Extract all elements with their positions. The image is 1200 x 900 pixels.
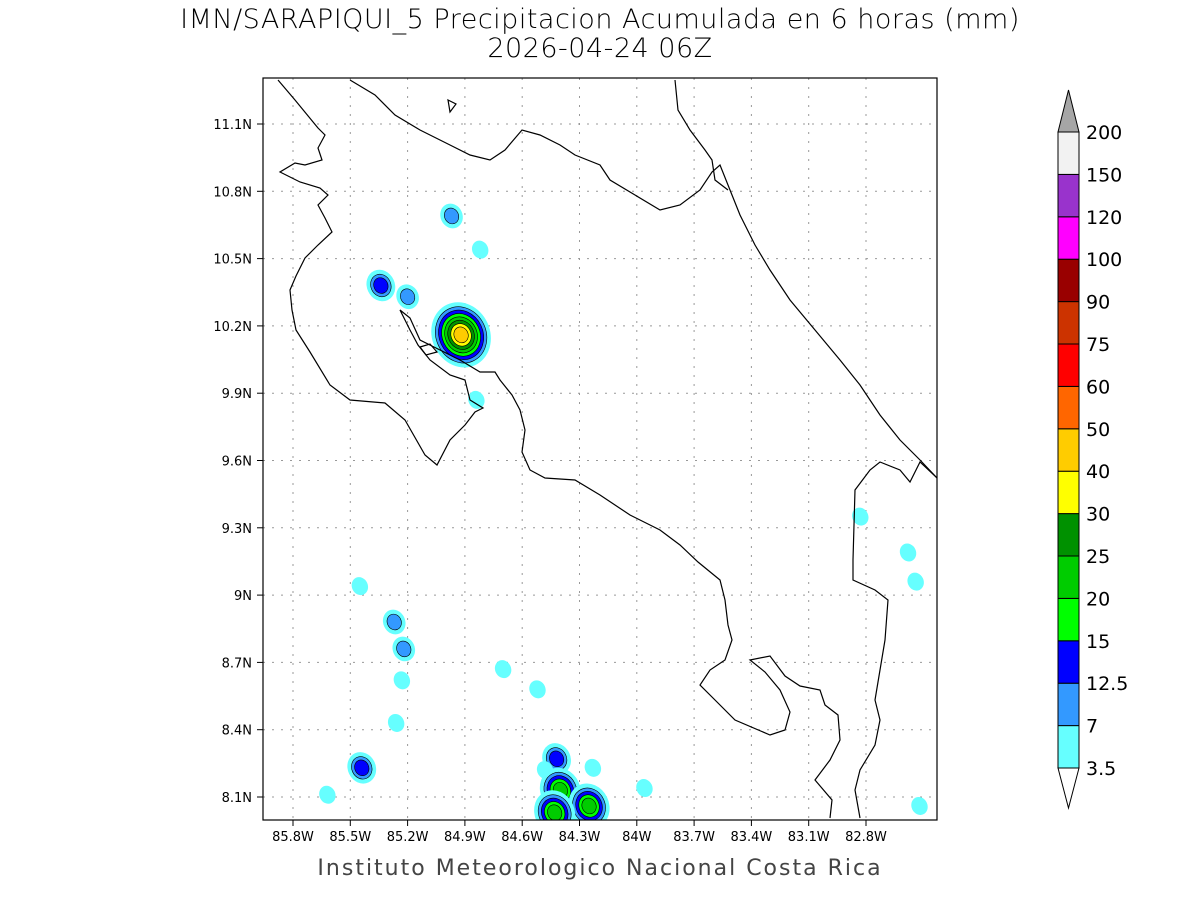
lat-tick-label: 9.6N — [222, 455, 252, 470]
colorbar-label: 75 — [1086, 334, 1110, 356]
lon-tick-label: 85.8W — [272, 830, 314, 845]
precip-contour — [354, 759, 370, 777]
precip-contour — [319, 785, 336, 804]
colorbar-label: 12.5 — [1086, 673, 1128, 695]
colorbar-swatch — [1057, 258, 1080, 303]
lat-tick-label: 10.8N — [213, 185, 252, 200]
lon-tick-label: 84.9W — [444, 830, 486, 845]
colorbar-swatch — [1057, 173, 1080, 218]
island-nicoya — [419, 343, 439, 356]
lon-tick-label: 83.4W — [730, 830, 772, 845]
colorbar-swatch — [1057, 513, 1080, 557]
coastlines — [277, 79, 937, 819]
precip-contour — [393, 671, 411, 690]
precip-contour — [584, 758, 602, 777]
precip-contour — [494, 660, 512, 679]
precip-contour — [636, 779, 653, 798]
colorbar-label: 40 — [1086, 461, 1110, 483]
colorbar-label: 120 — [1086, 207, 1122, 229]
lon-tick-label: 85.5W — [329, 830, 371, 845]
colorbar-swatch — [1057, 428, 1080, 472]
colorbar-swatch — [1057, 301, 1080, 345]
colorbar-label: 15 — [1086, 631, 1110, 653]
lat-tick-label: 9N — [234, 589, 252, 604]
lat-tick-label: 8.1N — [222, 791, 252, 806]
colorbar-swatch — [1057, 216, 1080, 260]
lat-tick-label: 8.7N — [222, 656, 252, 671]
precip-contour — [351, 577, 369, 596]
lat-tick-label: 11.1N — [213, 118, 252, 133]
lon-tick-label: 84.6W — [501, 830, 543, 845]
figure-date: 2026-04-24 06Z — [487, 33, 713, 64]
precip-contour — [581, 797, 597, 815]
island — [447, 98, 457, 114]
colorbar-swatch — [1057, 343, 1080, 387]
precip-contour — [386, 613, 402, 631]
colorbar-under-triangle — [1057, 767, 1080, 810]
precip-contour — [444, 207, 460, 225]
colorbar-label: 30 — [1086, 504, 1110, 526]
lat-tick-label: 9.9N — [222, 387, 252, 402]
grid-lines — [263, 78, 937, 820]
colorbar-label: 150 — [1086, 164, 1122, 186]
colorbar-label: 25 — [1086, 546, 1110, 568]
precip-contour — [396, 640, 412, 658]
precip-contour — [387, 713, 405, 732]
colorbar-swatch — [1057, 725, 1080, 769]
lat-tick-label: 10.2N — [213, 320, 252, 335]
colorbar-label: 20 — [1086, 588, 1110, 610]
lat-tick-label: 8.4N — [222, 724, 252, 739]
lat-tick-label: 9.3N — [222, 522, 252, 537]
precip-contour — [907, 572, 924, 591]
lon-tick-label: 84.3W — [559, 830, 601, 845]
lon-tick-label: 85.2W — [387, 830, 429, 845]
colorbar-swatch — [1057, 555, 1080, 599]
precip-contour — [400, 288, 416, 305]
lon-tick-label: 83.7W — [673, 830, 715, 845]
lon-tick-label: 83.1W — [788, 830, 830, 845]
nicaragua-coast — [674, 79, 729, 191]
colorbar-label: 7 — [1086, 716, 1098, 738]
colorbar-swatch — [1057, 597, 1080, 642]
precip-contour — [899, 543, 917, 562]
colorbar-swatch — [1057, 470, 1080, 515]
lon-tick-label: 84W — [622, 830, 652, 845]
colorbar-swatch — [1057, 385, 1080, 430]
colorbar-label: 60 — [1086, 376, 1110, 398]
precip-contour — [453, 326, 469, 344]
colorbar-swatch — [1057, 131, 1080, 175]
plot-frame — [262, 77, 938, 821]
colorbar-over-triangle — [1057, 89, 1080, 133]
colorbar-swatch — [1057, 682, 1080, 727]
footer-credit: Instituto Meteorologico Nacional Costa R… — [317, 856, 883, 881]
colorbar-swatch — [1057, 640, 1080, 684]
colorbar-label: 3.5 — [1086, 758, 1116, 780]
axis-ticks: 85.8W 85.5W 85.2W 84.9W 84.6W 84.3W 84W 83.7W 83… — [213, 118, 887, 845]
precip-cells — [319, 203, 928, 820]
precip-contour — [529, 680, 546, 699]
precip-contour — [373, 277, 389, 294]
precip-contour — [549, 750, 565, 768]
precip-contour — [471, 240, 489, 259]
precip-contour — [468, 390, 485, 409]
figure-title: IMN/SARAPIQUI_5 Precipitacion Acumulada … — [180, 4, 1020, 35]
lat-tick-label: 10.5N — [213, 253, 252, 268]
colorbar: 3.5 7 12.5 15 20 25 30 40 50 60 75 90 100 120 150 200 — [1057, 89, 1128, 810]
pacific-coast — [277, 79, 841, 819]
colorbar-label: 200 — [1086, 122, 1122, 144]
panama-border — [852, 461, 937, 819]
caribbean-coast — [349, 79, 937, 479]
precip-contour — [852, 507, 869, 526]
colorbar-label: 50 — [1086, 419, 1110, 441]
colorbar-label: 90 — [1086, 292, 1110, 314]
colorbar-label: 100 — [1086, 249, 1122, 271]
precip-contour — [911, 796, 928, 815]
lon-tick-label: 82.8W — [845, 830, 887, 845]
